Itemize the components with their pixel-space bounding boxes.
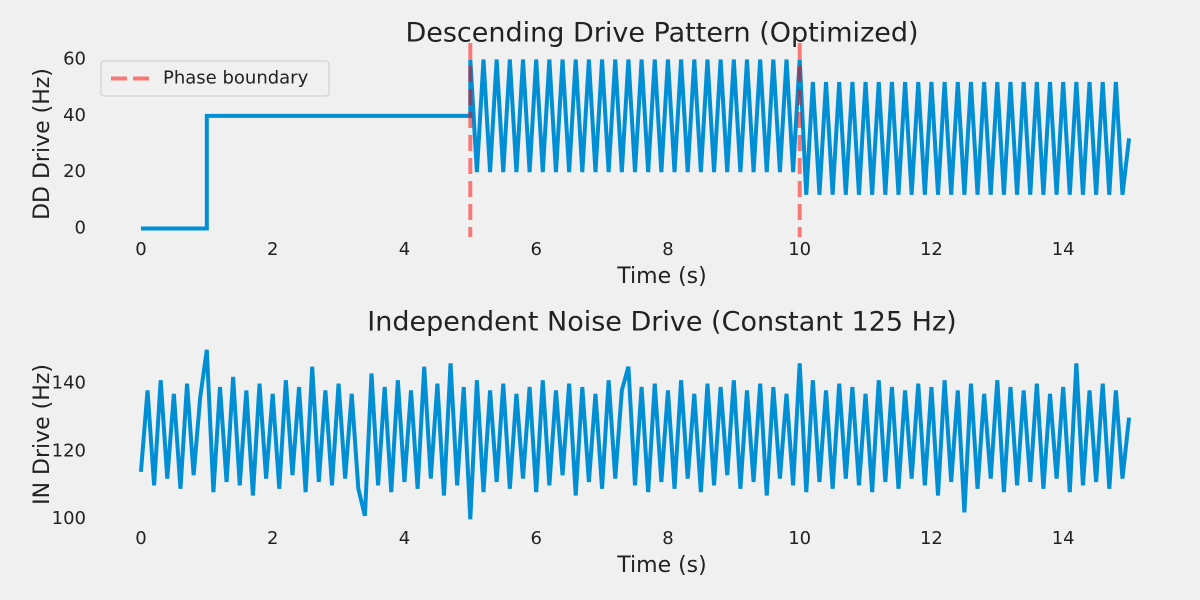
x-tick-label: 6	[530, 528, 541, 549]
x-tick-label: 8	[662, 528, 673, 549]
y-tick-label: 20	[63, 161, 86, 182]
legend-box	[100, 60, 330, 97]
x-tick-label: 2	[267, 528, 278, 549]
x-tick-label: 14	[1052, 239, 1075, 260]
x-axis-label: Time (s)	[616, 553, 706, 578]
y-axis-label: IN Drive (Hz)	[30, 364, 55, 505]
data-line	[140, 59, 1132, 231]
y-tick-label: 120	[52, 440, 86, 461]
y-tick-label: 140	[52, 373, 86, 394]
x-tick-label: 8	[662, 239, 673, 260]
x-tick-label: 10	[788, 239, 811, 260]
x-tick-label: 14	[1052, 528, 1075, 549]
data-line	[138, 349, 1132, 520]
y-tick-label: 0	[75, 218, 86, 239]
x-tick-label: 6	[530, 239, 541, 260]
x-tick-label: 0	[135, 528, 146, 549]
x-tick-label: 12	[920, 239, 943, 260]
x-tick-label: 0	[135, 239, 146, 260]
x-axis-label: Time (s)	[616, 264, 706, 289]
y-axis-label: DD Drive (Hz)	[30, 68, 55, 220]
y-tick-label: 100	[52, 508, 86, 529]
legend: Phase boundary	[100, 60, 330, 97]
x-tick-label: 10	[788, 528, 811, 549]
chart-title: Descending Drive Pattern (Optimized)	[405, 18, 918, 49]
chart-title: Independent Noise Drive (Constant 125 Hz…	[367, 307, 956, 338]
x-tick-label: 4	[399, 239, 410, 260]
y-tick-label: 60	[63, 48, 86, 69]
x-tick-label: 12	[920, 528, 943, 549]
y-tick-label: 40	[63, 105, 86, 126]
x-tick-label: 4	[399, 528, 410, 549]
x-tick-label: 2	[267, 239, 278, 260]
legend-label: Phase boundary	[163, 68, 309, 89]
